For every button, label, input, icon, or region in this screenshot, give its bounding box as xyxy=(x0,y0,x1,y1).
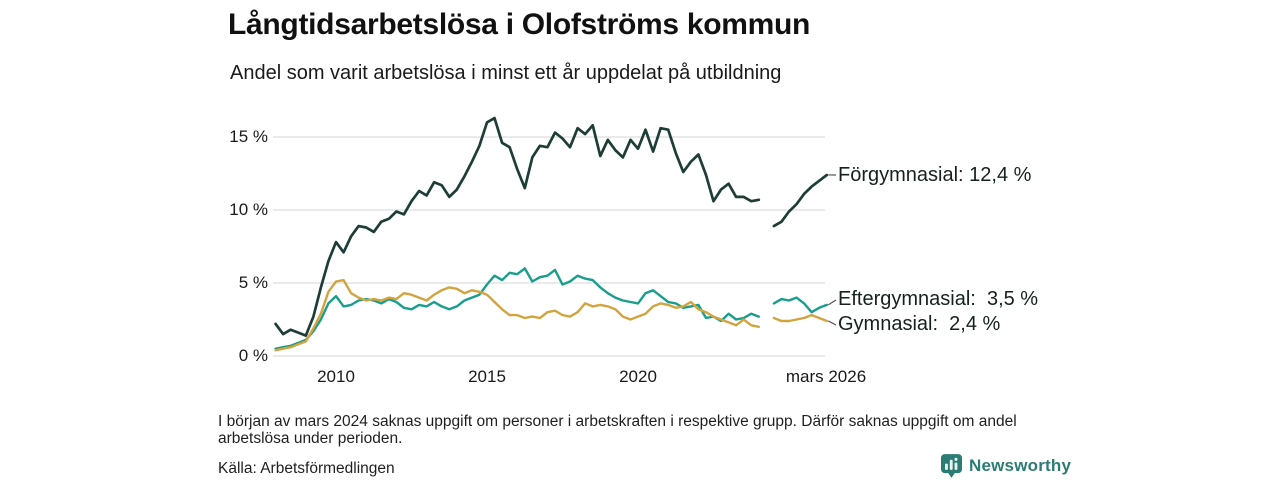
y-axis-tick-label: 15 % xyxy=(229,127,268,146)
bar-chart-bubble-icon xyxy=(941,454,962,478)
newsworthy-wordmark: Newsworthy xyxy=(969,456,1072,475)
chart-footnote: I början av mars 2024 saknas uppgift om … xyxy=(218,413,1017,447)
series-end-label-eftergymnasial: Eftergymnasial: 3,5 % xyxy=(838,288,1039,310)
y-axis-tick-label: 0 % xyxy=(238,346,268,365)
x-axis-tick-label: 2015 xyxy=(468,367,506,386)
series-end-label-forgymnasial: Förgymnasial: 12,4 % xyxy=(838,164,1032,186)
newsworthy-logo: Newsworthy xyxy=(941,454,1071,478)
x-axis-tick-label: mars 2026 xyxy=(785,367,867,386)
y-axis-tick-label: 5 % xyxy=(238,273,268,292)
page-title: Långtidsarbetslösa i Olofströms kommun xyxy=(228,8,811,41)
series-end-label-gymnasial: Gymnasial: 2,4 % xyxy=(838,313,1001,335)
source-caption: Källa: Arbetsförmedlingen xyxy=(218,460,395,477)
x-axis-tick-label: 2020 xyxy=(619,367,657,386)
x-axis-tick-label: 2010 xyxy=(317,367,355,386)
chart-subtitle: Andel som varit arbetslösa i minst ett å… xyxy=(230,62,782,84)
y-axis-tick-label: 10 % xyxy=(229,200,268,219)
